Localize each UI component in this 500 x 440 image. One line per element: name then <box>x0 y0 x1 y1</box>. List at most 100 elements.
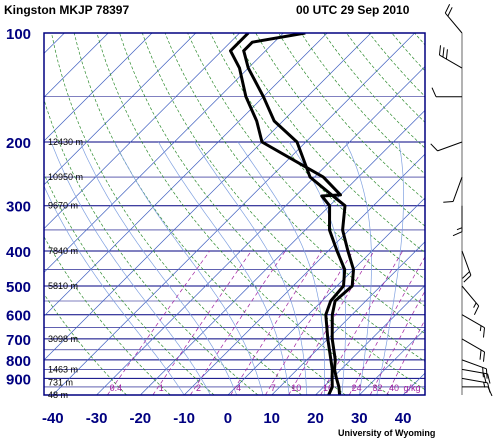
dewpoint-profile-line <box>229 33 347 395</box>
temperature-tick-label: 10 <box>263 410 280 427</box>
station-title: Kingston MKJP 78397 <box>4 3 129 17</box>
dry-adiabat-line <box>232 33 425 253</box>
wind-barb <box>461 377 491 393</box>
wind-barb-flag <box>430 143 438 152</box>
dry-adiabat-line <box>368 33 425 97</box>
isotherm-line <box>44 33 328 317</box>
moist-adiabat-line <box>44 185 185 395</box>
dry-adiabat-line <box>96 33 390 395</box>
height-label: 12430 m <box>48 137 83 147</box>
wind-barb-flag <box>483 373 487 383</box>
temperature-tick-label: -10 <box>173 410 195 427</box>
isotherm-line <box>44 33 109 98</box>
temperature-tick-labels: -40 -30 -20 -10 0 10 20 30 40 <box>42 410 411 427</box>
mixing-ratio-line <box>190 250 286 395</box>
wind-barb-flag <box>482 327 486 338</box>
height-label: 3098 m <box>48 334 78 344</box>
height-label: 7840 m <box>48 246 78 256</box>
wind-barb-flag <box>438 45 442 56</box>
pressure-tick-label: 300 <box>6 199 31 216</box>
wind-barb-flag <box>447 7 453 17</box>
mixing-ratio-label: 10 <box>291 383 301 393</box>
wind-barb-flag <box>445 49 448 60</box>
moist-adiabat-line <box>237 141 325 395</box>
wind-barb <box>461 359 488 379</box>
mixing-ratio-label: 4 <box>236 383 241 393</box>
mixing-ratio-line <box>320 250 404 395</box>
dry-adiabat-line <box>414 33 425 46</box>
pressure-tick-label: 200 <box>6 135 31 152</box>
wind-barb-flag <box>431 87 437 97</box>
wind-barb-flag <box>482 351 486 362</box>
wind-barb <box>452 205 463 237</box>
credit-label: University of Wyoming <box>338 428 435 438</box>
dry-adiabat-line <box>44 293 127 395</box>
mixing-ratio-label: 7 <box>271 383 276 393</box>
wind-barb-flag <box>443 201 454 203</box>
wind-barb-flag <box>487 382 491 393</box>
wind-barb-half-flag <box>479 325 482 332</box>
mixing-ratio-label: g/kg <box>403 383 420 393</box>
temperature-tick-label: 40 <box>395 410 412 427</box>
temperature-tick-label: 30 <box>351 410 368 427</box>
isotherm-line <box>96 66 425 395</box>
wind-barb-flag <box>452 231 463 237</box>
dry-adiabat-line <box>44 172 215 395</box>
height-labels: 12430 m 10950 m 9670 m 7840 m 5810 m 3098 m 14… <box>48 137 83 400</box>
wind-barb-staff <box>461 250 472 276</box>
mixing-ratio-label: 0.4 <box>110 383 123 393</box>
mixing-ratio-label: 1 <box>159 383 164 393</box>
isotherm-line <box>140 109 425 395</box>
wind-barb <box>438 45 463 69</box>
wind-barb-flag <box>482 367 484 378</box>
wind-barb-staff <box>461 377 488 384</box>
wind-barb-staff <box>437 141 463 152</box>
isotherm-line <box>52 33 416 395</box>
pressure-tick-label: 900 <box>6 371 31 388</box>
wind-barb <box>461 338 486 362</box>
dry-adiabat-line <box>437 33 500 395</box>
dry-adiabat-line <box>164 33 425 335</box>
wind-barb-staff <box>461 314 485 329</box>
wind-barb-staff <box>452 176 463 202</box>
wind-barb <box>444 4 463 34</box>
wind-barb-flag <box>487 373 491 384</box>
wind-barb <box>462 386 493 397</box>
temperature-tick-label: 0 <box>224 410 232 427</box>
wind-barb-flag <box>473 305 480 315</box>
skewt-grid <box>44 33 500 395</box>
time-title: 00 UTC 29 Sep 2010 <box>296 3 410 17</box>
height-label: 10950 m <box>48 172 83 182</box>
isotherm-line <box>315 285 425 395</box>
dry-adiabat-line <box>51 33 302 395</box>
mixing-ratio-label: 2 <box>196 383 201 393</box>
pressure-tick-label: 700 <box>6 332 31 349</box>
mixing-ratio-label: 24 <box>352 383 362 393</box>
isotherm-line <box>447 33 500 395</box>
temperature-tick-label: -30 <box>86 410 108 427</box>
dry-adiabat-line <box>119 33 425 391</box>
height-label: 1463 m <box>48 364 78 374</box>
height-label: 9670 m <box>48 201 78 211</box>
sounding-profiles <box>229 33 355 395</box>
height-label: 731 m <box>48 378 73 388</box>
dry-adiabat-line <box>44 236 171 395</box>
moist-adiabat-line <box>50 141 211 395</box>
temperature-tick-label: -20 <box>129 410 151 427</box>
mixing-ratio-line <box>369 290 425 395</box>
isotherm-line <box>44 33 284 273</box>
wind-barb <box>461 285 480 315</box>
moist-adiabat-line <box>79 141 238 395</box>
wind-barb-flag <box>479 349 482 360</box>
mixing-ratio-line <box>107 250 211 395</box>
wind-barb-staff <box>461 285 480 307</box>
wind-barb-flag <box>462 271 470 279</box>
plot-frame <box>43 32 426 396</box>
mixing-ratio-line <box>152 250 252 395</box>
isotherm-line <box>44 33 240 230</box>
wind-barb <box>461 250 472 283</box>
wind-barb-flag <box>444 4 451 14</box>
mixing-ratio-label: 16 <box>323 383 333 393</box>
